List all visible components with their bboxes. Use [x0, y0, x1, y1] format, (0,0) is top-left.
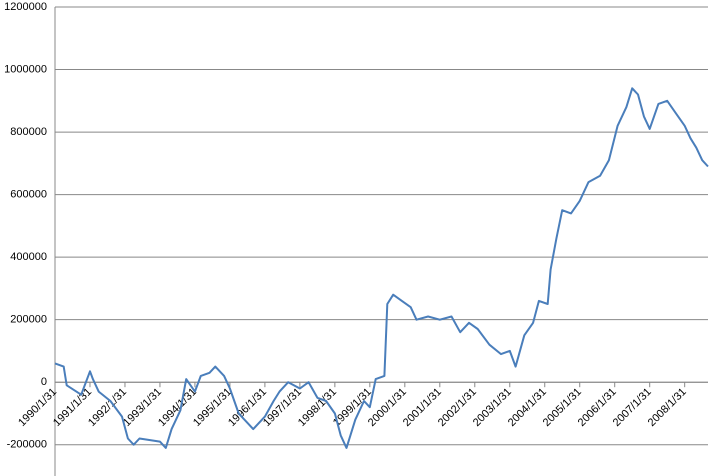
y-tick-label: 400000 — [10, 251, 47, 263]
y-tick-label: 200000 — [10, 314, 47, 326]
y-tick-label: 800000 — [10, 126, 47, 138]
y-tick-label: 0 — [41, 376, 47, 388]
y-tick-label: 1000000 — [4, 63, 47, 75]
line-series — [54, 87, 709, 449]
x-tick-label: 2008/1/31 — [646, 386, 689, 429]
y-tick-label: 1200000 — [4, 1, 47, 13]
y-tick-label: 600000 — [10, 189, 47, 201]
y-tick-label: -200000 — [7, 439, 47, 451]
